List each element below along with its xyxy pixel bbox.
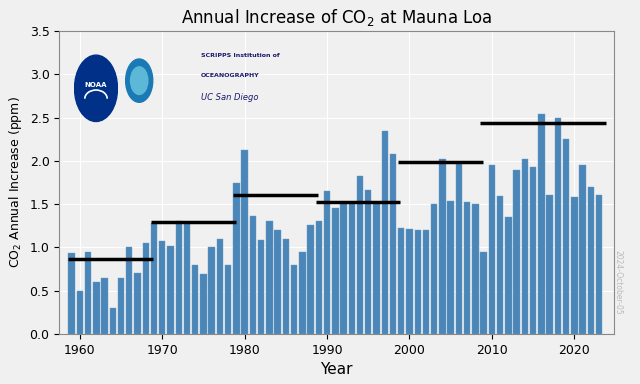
Bar — [151, 223, 157, 334]
Text: OCEANOGRAPHY: OCEANOGRAPHY — [201, 73, 259, 78]
Bar — [68, 253, 75, 334]
Bar — [398, 228, 404, 334]
Bar — [299, 252, 305, 334]
Bar — [217, 239, 223, 334]
Bar — [505, 217, 511, 334]
Bar — [93, 282, 100, 334]
Bar — [513, 170, 520, 334]
Bar — [266, 222, 273, 334]
Circle shape — [74, 55, 118, 121]
Bar — [456, 164, 462, 334]
Bar — [340, 204, 347, 334]
Bar — [406, 229, 413, 334]
X-axis label: Year: Year — [320, 362, 353, 377]
Bar — [184, 223, 190, 334]
Bar — [258, 240, 264, 334]
Bar — [563, 139, 569, 334]
Bar — [250, 216, 256, 334]
Bar — [415, 230, 421, 334]
Bar — [357, 175, 364, 334]
Bar — [431, 204, 437, 334]
Bar — [588, 187, 594, 334]
Bar — [423, 230, 429, 334]
Bar — [143, 243, 149, 334]
Bar — [538, 114, 545, 334]
Bar — [200, 274, 207, 334]
Title: Annual Increase of CO$_2$ at Mauna Loa: Annual Increase of CO$_2$ at Mauna Loa — [180, 7, 492, 28]
Bar — [209, 247, 215, 334]
Bar — [192, 265, 198, 334]
Bar — [275, 230, 281, 334]
Bar — [497, 196, 503, 334]
Bar — [109, 308, 116, 334]
Bar — [365, 190, 371, 334]
Bar — [481, 252, 487, 334]
Bar — [134, 273, 141, 334]
Bar — [349, 204, 355, 334]
Bar — [447, 201, 454, 334]
Bar — [530, 167, 536, 334]
Text: 2024-October-05: 2024-October-05 — [613, 250, 622, 315]
Bar — [579, 165, 586, 334]
Bar — [316, 222, 322, 334]
Bar — [241, 150, 248, 334]
Bar — [472, 204, 479, 334]
Circle shape — [131, 67, 148, 94]
Bar — [159, 241, 166, 334]
Bar — [225, 265, 232, 334]
Bar — [77, 291, 83, 334]
Bar — [373, 204, 380, 334]
Text: UC San Diego: UC San Diego — [201, 93, 258, 102]
Text: NOAA: NOAA — [84, 82, 108, 88]
Bar — [85, 252, 92, 334]
Bar — [555, 118, 561, 334]
Text: SCRIPPS Institution of: SCRIPPS Institution of — [201, 53, 279, 58]
Bar — [571, 197, 577, 334]
Bar — [390, 154, 396, 334]
Bar — [547, 195, 553, 334]
Bar — [307, 225, 314, 334]
Circle shape — [125, 59, 153, 102]
Bar — [596, 195, 602, 334]
Y-axis label: CO$_2$ Annual Increase (ppm): CO$_2$ Annual Increase (ppm) — [7, 97, 24, 268]
Bar — [324, 191, 330, 334]
Bar — [283, 239, 289, 334]
Bar — [522, 159, 528, 334]
Bar — [332, 209, 339, 334]
Bar — [233, 182, 239, 334]
Bar — [439, 159, 445, 334]
Bar — [175, 222, 182, 334]
Bar — [291, 265, 298, 334]
Bar — [126, 247, 132, 334]
Bar — [464, 202, 470, 334]
Bar — [489, 165, 495, 334]
Bar — [381, 131, 388, 334]
Bar — [101, 278, 108, 334]
Bar — [167, 246, 173, 334]
Bar — [118, 278, 124, 334]
